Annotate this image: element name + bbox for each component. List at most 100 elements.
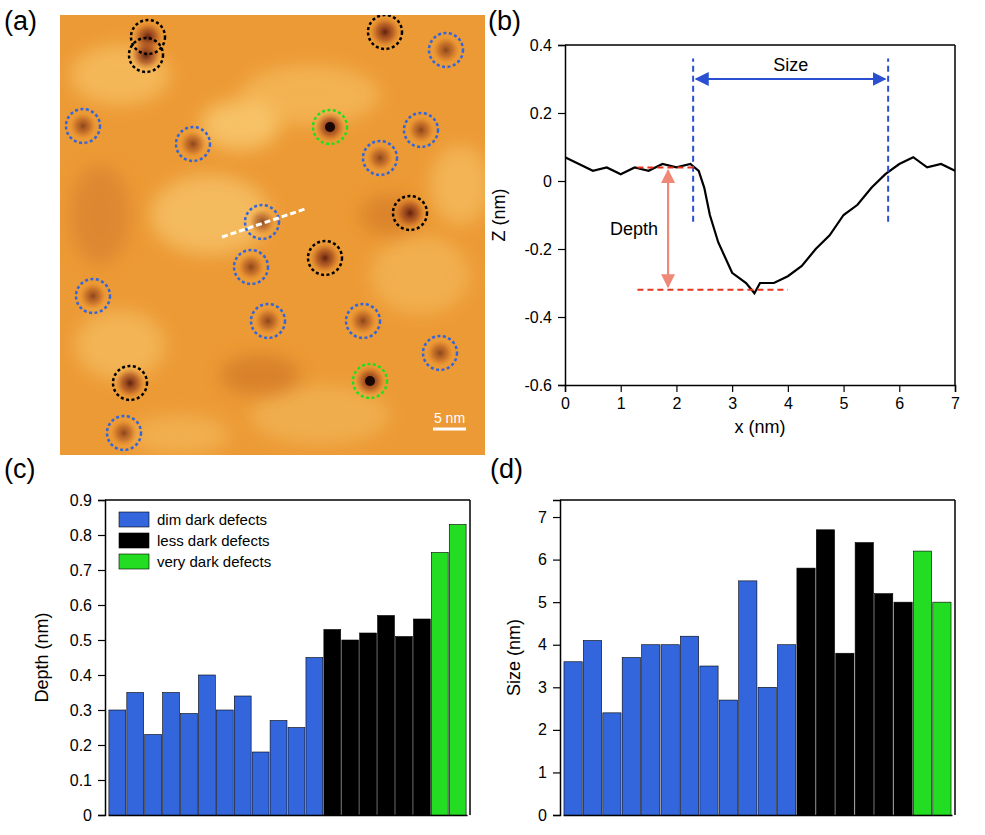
image-texture — [130, 415, 230, 455]
legend: dim dark defectsless dark defectsvery da… — [119, 511, 271, 570]
tick: 0.5 — [70, 632, 105, 649]
legend-item: dim dark defects — [119, 511, 267, 528]
tick: 7 — [951, 385, 960, 412]
bar — [109, 710, 126, 815]
bar — [933, 602, 951, 815]
tick-label: 3 — [538, 679, 547, 696]
annotation-guide — [637, 166, 693, 168]
bar — [342, 640, 359, 815]
tick: 1 — [538, 764, 560, 781]
image-panel: 5 nm — [60, 15, 490, 455]
tick-label: -0.4 — [524, 309, 552, 326]
tick-mark — [553, 815, 560, 816]
tick-label: 0.6 — [70, 597, 92, 614]
defect-circle — [346, 304, 380, 338]
defect-circle — [234, 250, 268, 284]
image-texture — [200, 100, 280, 150]
bar — [216, 710, 233, 815]
tick: 3 — [538, 679, 560, 696]
tick: 1 — [617, 385, 626, 412]
bar — [181, 714, 198, 816]
tick: 0.3 — [70, 702, 105, 719]
defect-core — [325, 122, 335, 132]
tick-mark — [98, 745, 105, 746]
tick-label: 3 — [728, 395, 737, 412]
bar — [875, 594, 893, 815]
annotation-label: Depth — [610, 219, 658, 239]
defect-circle — [76, 279, 110, 313]
tick-label: 0.9 — [70, 492, 92, 509]
bar — [680, 636, 698, 815]
tick: 0.9 — [70, 492, 105, 509]
tick: 2 — [538, 721, 560, 738]
defect-spot — [180, 131, 206, 157]
bar — [797, 568, 815, 815]
tick-label: -0.6 — [524, 377, 552, 394]
bar — [288, 728, 305, 816]
tick-label: 0 — [538, 807, 547, 824]
axis: 01234567 — [538, 501, 560, 824]
tick-mark — [558, 249, 565, 250]
tick: 0.8 — [70, 527, 105, 544]
tick-mark — [98, 535, 105, 536]
plot-area — [565, 59, 955, 294]
tick-mark — [899, 385, 900, 392]
bar — [324, 630, 341, 816]
defect-spot — [427, 340, 453, 366]
tick: 0.4 — [70, 667, 105, 684]
tick-mark — [843, 385, 844, 392]
bar — [661, 645, 679, 815]
tick-mark — [788, 385, 789, 392]
tick-mark — [98, 605, 105, 606]
tick-label: 0.4 — [70, 667, 92, 684]
bar — [145, 735, 162, 816]
image-texture — [220, 355, 300, 395]
plot-area — [564, 530, 951, 815]
defect-circle — [131, 20, 165, 54]
scale-bar-label: 5 nm — [434, 410, 465, 426]
legend-swatch — [119, 554, 149, 569]
defect-circle — [423, 336, 457, 370]
defect-spot — [315, 112, 345, 142]
tick: 0 — [83, 807, 105, 824]
bar — [622, 658, 640, 816]
defect-circle — [393, 196, 427, 230]
figure: (a)5 nm(b)01234567-0.6-0.4-0.200.20.4x (… — [0, 0, 985, 835]
defect-core — [365, 376, 375, 386]
tick: 0.2 — [70, 737, 105, 754]
annotation-guide — [637, 289, 787, 291]
bar — [413, 619, 430, 815]
tick: 0.7 — [70, 562, 105, 579]
defect-circle — [129, 38, 163, 72]
defect-spot — [350, 308, 376, 334]
bar — [198, 675, 215, 815]
bar — [719, 700, 737, 815]
bar — [603, 713, 621, 815]
defect-spot — [367, 145, 393, 171]
tick: -0.4 — [524, 309, 565, 326]
bar — [700, 666, 718, 815]
bar — [855, 543, 873, 815]
tick-mark — [676, 385, 677, 392]
defect-spot — [115, 368, 145, 398]
bar — [396, 637, 413, 816]
tick-label: 2 — [672, 395, 681, 412]
annotation-guide — [692, 59, 694, 222]
tick-mark — [558, 113, 565, 114]
defect-spot — [395, 198, 425, 228]
image-texture — [430, 145, 485, 225]
axis-line — [553, 501, 561, 816]
tick-label: 0.2 — [530, 105, 552, 122]
tick: 0.4 — [530, 37, 565, 54]
bar — [758, 687, 776, 815]
legend-label: very dark defects — [157, 553, 271, 570]
annotation-arrow — [696, 78, 885, 80]
tick-label: 7 — [538, 509, 547, 526]
frame — [105, 499, 470, 501]
axis: 01234567 — [561, 385, 960, 412]
tick-label: 1 — [617, 395, 626, 412]
tick-mark — [553, 730, 560, 731]
tick: 5 — [538, 594, 560, 611]
tick: 0.2 — [530, 105, 565, 122]
tick-label: 4 — [784, 395, 793, 412]
